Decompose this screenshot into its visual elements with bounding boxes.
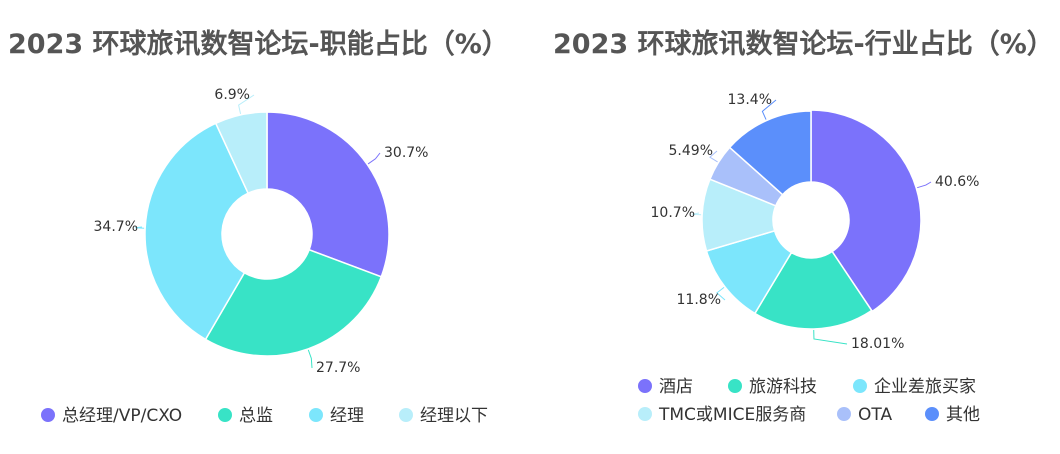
- label-line-0-0: [367, 152, 381, 165]
- legend-marker-1-0: [638, 379, 652, 393]
- legend-marker-1-5: [925, 407, 939, 421]
- legend-label-0-0: 总经理/VP/CXO: [62, 406, 182, 426]
- pie-slice-0-3: [214, 111, 268, 195]
- legend-label-1-3: TMC或MICE服务商: [658, 405, 806, 425]
- legend-marker-0-2: [309, 408, 323, 422]
- data-label-1-5: 13.4%: [728, 92, 772, 108]
- legend-marker-1-1: [728, 379, 742, 393]
- data-label-1-4: 5.49%: [669, 143, 713, 159]
- label-line-1-4: [709, 150, 718, 163]
- label-line-1-5: [761, 99, 777, 120]
- data-label-1-2: 11.8%: [677, 292, 721, 308]
- data-label-0-3: 6.9%: [214, 87, 250, 103]
- data-label-0-1: 27.7%: [316, 360, 360, 376]
- data-label-1-3: 10.7%: [651, 205, 695, 221]
- pie-slice-0-0: [266, 111, 390, 278]
- legend-marker-0-0: [41, 408, 55, 422]
- pie-slice-0-1: [204, 248, 383, 357]
- pie-slice-1-5: [728, 110, 812, 196]
- legend-label-1-5: 其他: [946, 405, 980, 425]
- label-line-0-3: [238, 94, 255, 114]
- legend-marker-1-3: [638, 407, 652, 421]
- legend-label-0-3: 经理以下: [420, 406, 488, 426]
- data-label-0-2: 34.7%: [94, 219, 138, 235]
- pie-slice-1-1: [753, 250, 873, 330]
- pie-slice-0-2: [144, 122, 250, 341]
- pie-slice-1-0: [810, 109, 922, 313]
- legend-label-0-1: 总监: [239, 406, 273, 426]
- label-line-1-0: [917, 181, 932, 189]
- legend-marker-1-4: [837, 407, 851, 421]
- legend-label-1-1: 旅游科技: [749, 377, 817, 397]
- label-line-1-2: [716, 286, 726, 301]
- data-label-0-0: 30.7%: [384, 145, 428, 161]
- data-label-1-1: 18.01%: [851, 336, 904, 352]
- legend-label-0-2: 经理: [330, 406, 364, 426]
- label-line-1-1: [813, 329, 848, 345]
- data-label-1-0: 40.6%: [935, 174, 979, 190]
- label-line-0-1: [307, 349, 313, 369]
- chart-title-left: 2023 环球旅讯数智论坛-职能占比（%）: [8, 29, 509, 60]
- legend-marker-1-2: [853, 379, 867, 393]
- label-line-1-3: [692, 212, 702, 216]
- label-line-0-2: [135, 226, 145, 229]
- legend-label-1-2: 企业差旅买家: [874, 377, 976, 397]
- chart-title-right: 2023 环球旅讯数智论坛-行业占比（%）: [553, 29, 1054, 60]
- legend-label-1-4: OTA: [858, 405, 892, 425]
- legend-marker-0-1: [218, 408, 232, 422]
- legend-marker-0-3: [399, 408, 413, 422]
- legend-label-1-0: 酒店: [659, 377, 693, 397]
